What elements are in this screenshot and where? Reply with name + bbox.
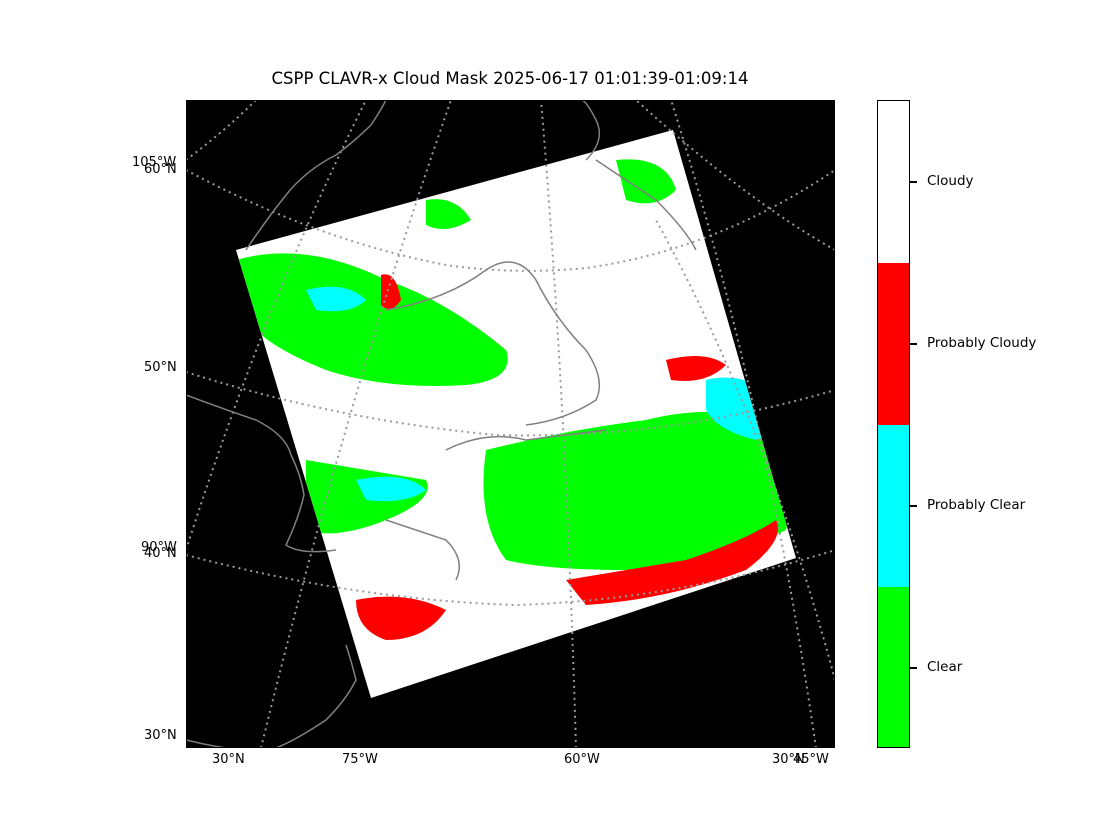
colorbar-tick-probably-clear	[910, 505, 917, 507]
clear-region-east	[483, 412, 790, 570]
lat-label-30n: 30°N	[144, 728, 177, 743]
probably-cloudy-region-south	[566, 520, 778, 605]
probably-clear-region-north	[306, 286, 366, 312]
colorbar-segment-clear	[878, 587, 909, 747]
lon-label-45w: 45°W	[793, 752, 829, 767]
cloud-mask-map	[186, 100, 835, 748]
clear-region-center-north	[426, 199, 471, 229]
figure-title: CSPP CLAVR-x Cloud Mask 2025-06-17 01:01…	[271, 69, 749, 88]
colorbar-tick-cloudy	[910, 181, 917, 183]
graticule	[186, 100, 835, 748]
colorbar-segment-cloudy	[878, 101, 909, 263]
lon-label-90w: 90°W	[141, 540, 177, 555]
coastlines	[186, 100, 697, 748]
clear-region-north	[236, 253, 508, 386]
lon-label-105w: 105°W	[132, 155, 177, 170]
lon-label-75w: 75°W	[342, 752, 378, 767]
probably-cloudy-region-east	[666, 356, 726, 381]
probably-cloudy-region-southwest	[356, 596, 446, 640]
map-canvas	[186, 100, 835, 748]
bottom-label-30n-right: 30°N	[772, 752, 805, 767]
clear-region-northeast	[616, 159, 676, 204]
lat-label-40n: 40°N	[144, 546, 177, 561]
colorbar-label-probably-clear: Probably Clear	[927, 497, 1026, 513]
colorbar-label-clear: Clear	[927, 659, 963, 675]
bottom-label-30n: 30°N	[212, 752, 245, 767]
colorbar-tick-probably-cloudy	[910, 343, 917, 345]
colorbar-label-probably-cloudy: Probably Cloudy	[927, 335, 1037, 351]
colorbar-label-cloudy: Cloudy	[927, 173, 974, 189]
lat-label-50n: 50°N	[144, 360, 177, 375]
lon-label-60w: 60°W	[564, 752, 600, 767]
lat-label-60n: 60°N	[144, 162, 177, 177]
colorbar-tick-clear	[910, 667, 917, 669]
colorbar-segment-probably-clear	[878, 425, 909, 587]
colorbar	[877, 100, 910, 748]
probably-clear-region-west	[356, 476, 426, 502]
colorbar-segment-probably-cloudy	[878, 263, 909, 425]
probably-cloudy-region-north	[381, 274, 401, 309]
